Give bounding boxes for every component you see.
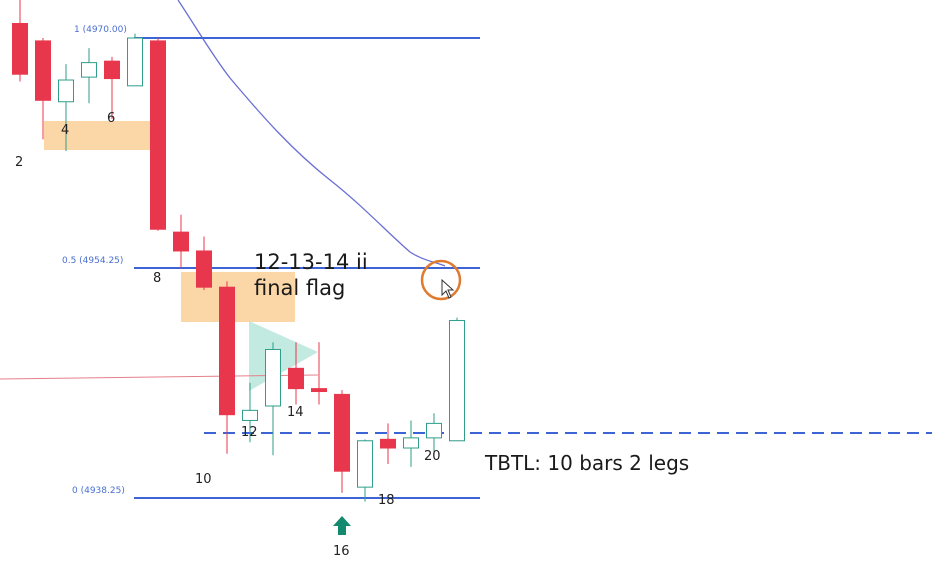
fib-label-0: 0 (4938.25) [72,486,125,496]
candle-body-14 [311,388,327,393]
candle-body-12 [265,348,281,407]
bar-number-4: 4 [61,123,69,138]
bar-number-20: 20 [424,449,441,464]
bar-number-10: 10 [195,472,212,487]
final-flag-note-line2: final flag [254,276,345,300]
candle-body-18 [403,437,419,449]
candle-body-6 [127,37,143,87]
candle-body-10 [219,286,235,416]
candle-body-16 [357,440,373,488]
candle-body-19 [426,422,442,439]
final-flag-note-line1: 12-13-14 ii [254,250,368,274]
tbtl-note: TBTL: 10 bars 2 legs [484,451,689,475]
candle-body-4 [81,62,97,78]
bar-number-6: 6 [107,111,115,126]
fib-label-1: 1 (4970.00) [74,25,127,35]
candle-body-11 [242,409,258,421]
candle-body-5 [104,60,120,80]
candle-body-9 [196,250,212,288]
bar-number-12: 12 [241,425,258,440]
bar-number-2: 2 [15,155,23,170]
candle-body-3 [58,79,74,103]
bar-number-14: 14 [287,405,304,420]
arrow-up-icon [333,516,351,535]
bar-number-8: 8 [153,271,161,286]
candle-body-17 [380,438,396,449]
candles-group [12,0,465,502]
fib-label-05: 0.5 (4954.25) [62,256,123,266]
bar-number-18: 18 [378,493,395,508]
final-flag-triangle [249,321,318,391]
ema-touch-circle [420,259,462,301]
candle-body-8 [173,231,189,252]
bar-number-16: 16 [333,544,350,559]
candle-body-1 [12,23,28,75]
candle-body-2 [35,40,51,101]
mouse-cursor-icon [441,278,455,299]
bar4-highlight-box [44,121,156,150]
candle-body-7 [150,40,166,230]
candle-body-20 [449,320,465,442]
candle-body-15 [334,393,350,472]
candle-body-13 [288,367,304,390]
ema-line [177,0,446,267]
